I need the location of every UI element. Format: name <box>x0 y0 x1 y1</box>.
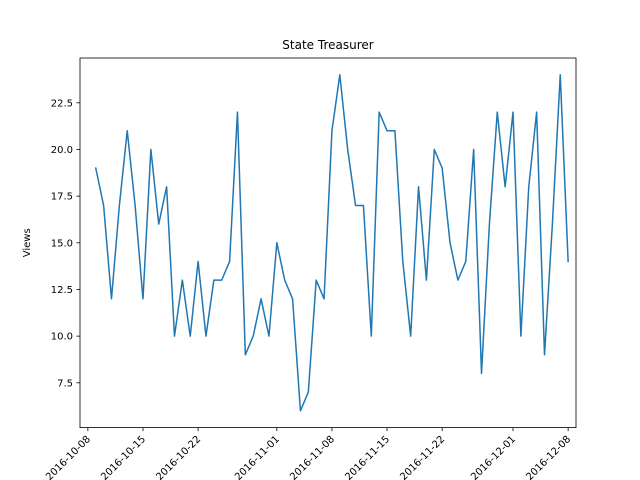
y-axis-label: Views <box>22 228 33 257</box>
x-tick-label: 2016-10-15 <box>99 434 148 480</box>
y-tick-label: 20.0 <box>51 145 73 156</box>
plot-area <box>80 58 576 428</box>
plot-frame <box>79 57 577 429</box>
y-tick-label: 17.5 <box>51 192 73 203</box>
y-tick-label: 15.0 <box>51 238 73 249</box>
y-axis-ticks: 7.5 10.0 12.5 15.0 17.5 20.0 22.5 <box>51 98 80 389</box>
x-tick-label: 2016-11-01 <box>233 434 282 480</box>
x-tick-label: 2016-11-15 <box>343 434 392 480</box>
series-line <box>94 74 569 412</box>
x-tick-label: 2016-10-22 <box>154 434 203 480</box>
x-tick-label: 2016-12-08 <box>524 434 573 480</box>
x-tick-label: 2016-11-22 <box>398 434 447 480</box>
y-tick-label: 12.5 <box>51 285 73 296</box>
y-tick-label: 7.5 <box>57 378 73 389</box>
chart-title: State Treasurer <box>282 38 373 52</box>
x-tick-label: 2016-11-08 <box>288 434 337 480</box>
y-tick-label: 22.5 <box>51 98 73 109</box>
x-axis-ticks: 2016-10-08 2016-10-15 2016-10-22 2016-11-01… <box>44 427 573 480</box>
x-tick-label: 2016-10-08 <box>44 434 93 480</box>
x-tick-label: 2016-12-01 <box>469 434 518 480</box>
y-tick-label: 10.0 <box>51 332 73 343</box>
